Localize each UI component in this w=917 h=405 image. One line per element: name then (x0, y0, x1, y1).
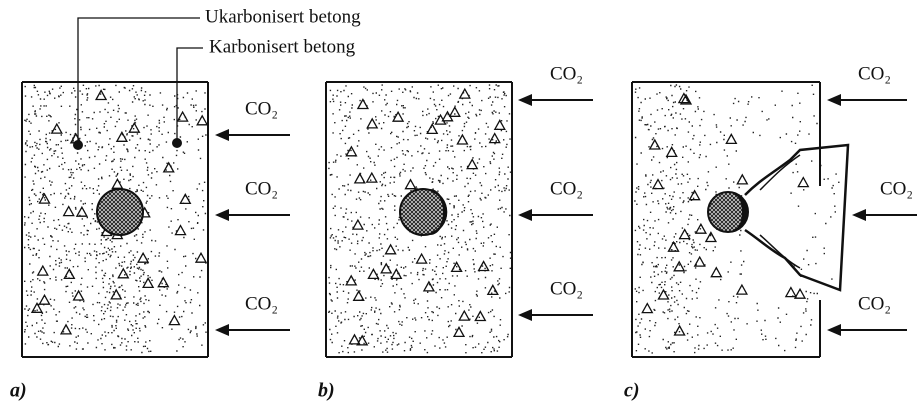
co2-label: CO₂ (858, 63, 891, 84)
co2-label: CO₂ (550, 63, 583, 84)
arrowhead (215, 324, 229, 336)
co2-label: CO₂ (880, 178, 913, 199)
label-carbonated: Karbonisert betong (209, 36, 356, 57)
marker (73, 140, 83, 150)
rebar (96, 188, 749, 236)
marker (172, 138, 182, 148)
stipple (24, 84, 840, 354)
co2-label: CO₂ (550, 278, 583, 299)
co2-label: CO₂ (245, 98, 278, 119)
arrowhead (518, 94, 532, 106)
panel-label: b) (318, 380, 335, 402)
arrowhead (518, 309, 532, 321)
arrowhead (827, 324, 841, 336)
arrowhead (215, 209, 229, 221)
label-uncarbonated: Ukarbonisert betong (205, 6, 361, 27)
co2-label: CO₂ (245, 293, 278, 314)
arrowhead (827, 94, 841, 106)
arrowhead (215, 129, 229, 141)
co2-label: CO₂ (245, 178, 278, 199)
arrowhead (852, 209, 866, 221)
outlines (21, 81, 850, 358)
arrowhead (518, 209, 532, 221)
arrows: CO₂ CO₂ CO₂ CO₂ CO₂ CO₂ CO₂ CO₂ CO₂ (215, 63, 917, 336)
panel-label: a) (10, 380, 27, 402)
co2-label: CO₂ (550, 178, 583, 199)
leaders (77, 17, 203, 145)
co2-label: CO₂ (858, 293, 891, 314)
panel-label: c) (624, 380, 640, 402)
